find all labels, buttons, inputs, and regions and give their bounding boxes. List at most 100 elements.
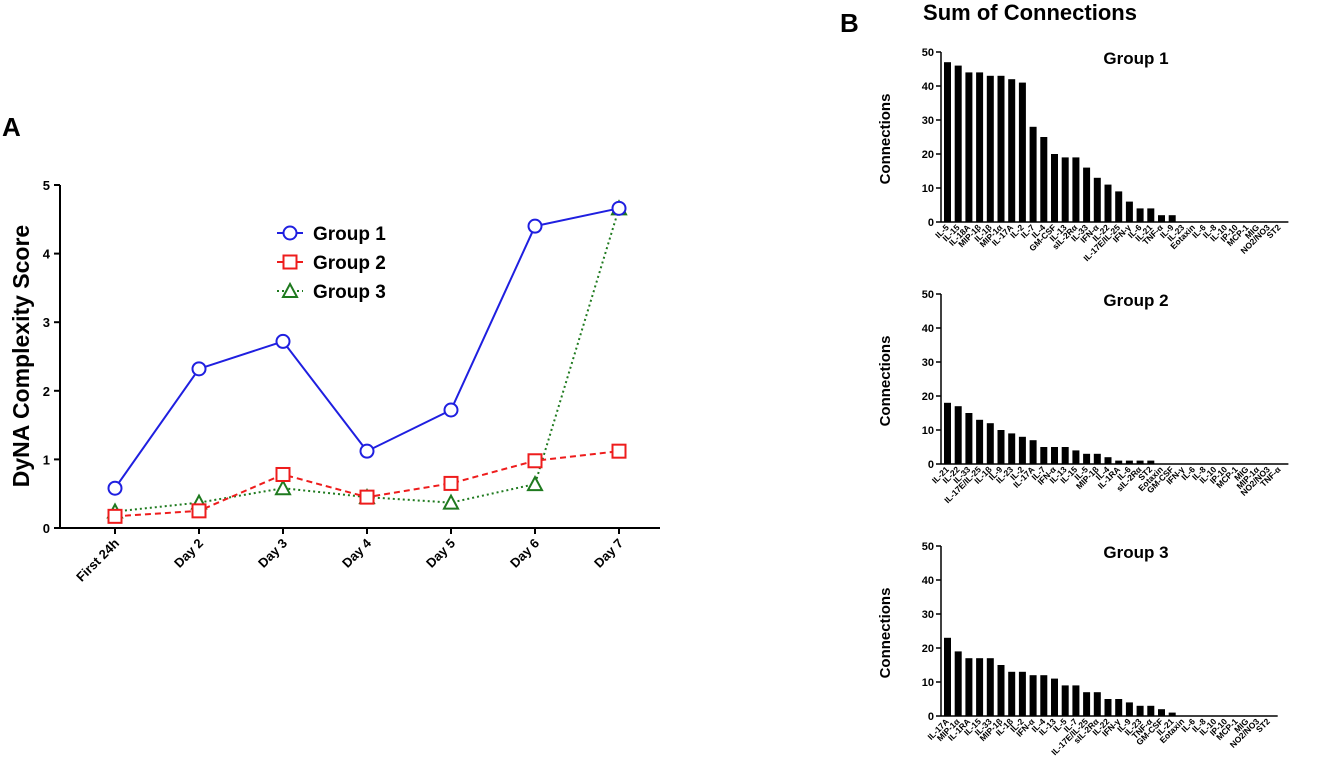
bar — [1083, 692, 1091, 716]
bar — [1115, 191, 1123, 222]
bar — [1168, 215, 1176, 222]
y-tick-label: 50 — [922, 47, 934, 59]
series-group-3 — [106, 199, 628, 519]
bar-chart-title: Group 3 — [1103, 543, 1168, 562]
bar — [954, 406, 962, 464]
y-tick-label: 40 — [922, 575, 934, 587]
data-point-circle — [359, 443, 375, 459]
bar — [1125, 201, 1133, 222]
y-tick-label: 5 — [43, 178, 50, 193]
x-tick-label: Day 4 — [339, 535, 375, 571]
bar — [1093, 453, 1101, 464]
y-tick-label: 50 — [922, 541, 934, 553]
bar — [965, 72, 973, 223]
data-point-square — [611, 443, 627, 459]
bar-y-axis-title: Connections — [877, 588, 894, 679]
series-line — [114, 450, 620, 518]
bar-chart-group-3: Group 3Connections01020304050IL-17AMIP-1… — [877, 541, 1278, 757]
bar — [1072, 685, 1080, 716]
bar — [1093, 692, 1101, 716]
data-point-triangle — [442, 493, 460, 510]
data-point-square — [191, 503, 207, 519]
panel-a-label: A — [2, 112, 21, 142]
bar — [1029, 126, 1037, 222]
bar — [976, 658, 984, 716]
bar — [1136, 705, 1144, 716]
bar — [1093, 177, 1101, 222]
y-tick-label: 10 — [922, 183, 934, 195]
bar — [1051, 678, 1058, 716]
bar — [986, 658, 994, 716]
bar-chart-title: Group 1 — [1103, 49, 1168, 68]
bar — [1072, 450, 1080, 464]
data-point-triangle — [281, 281, 299, 298]
data-point-circle — [191, 361, 207, 377]
bar — [1083, 167, 1091, 222]
y-tick-label: 30 — [922, 609, 934, 621]
bar — [1125, 460, 1133, 464]
data-point-circle — [282, 225, 298, 241]
data-point-circle — [275, 333, 291, 349]
bar — [1072, 157, 1080, 222]
data-point-triangle — [274, 479, 292, 496]
y-tick-label: 0 — [43, 521, 50, 536]
bar — [1147, 460, 1155, 464]
bar — [1104, 457, 1112, 464]
bar — [1018, 671, 1026, 716]
bar — [997, 75, 1005, 222]
bar — [976, 419, 984, 464]
bar — [1136, 208, 1144, 222]
data-point-circle — [611, 200, 627, 216]
data-point-square — [443, 475, 459, 491]
bar — [997, 430, 1005, 464]
y-tick-label: 40 — [922, 81, 934, 93]
legend-label: Group 1 — [313, 224, 386, 245]
bar — [1104, 699, 1112, 716]
bar — [1061, 157, 1069, 222]
bar — [1008, 433, 1016, 464]
line-legend: Group 1 Group 2 Group 3 — [277, 224, 386, 303]
series-group-2 — [107, 443, 627, 524]
y-tick-label: 0 — [928, 217, 934, 229]
legend-item: Group 2 — [277, 253, 386, 274]
bar — [1158, 215, 1165, 222]
y-tick-label: 20 — [922, 149, 934, 161]
bar — [976, 72, 984, 223]
bar — [1008, 79, 1016, 222]
bar — [1029, 675, 1037, 716]
legend-item: Group 3 — [277, 281, 386, 303]
line-series-group — [106, 199, 628, 524]
y-tick-label: 20 — [922, 391, 934, 403]
bar-chart-group-2: Group 2Connections01020304050IL-21IL-22I… — [877, 289, 1289, 505]
bar — [1147, 208, 1155, 222]
bar — [1008, 671, 1016, 716]
bar — [1061, 685, 1069, 716]
data-point-square — [527, 453, 543, 469]
bar-y-axis-title: Connections — [877, 94, 894, 185]
y-tick-label: 50 — [922, 289, 934, 301]
y-tick-label: 40 — [922, 323, 934, 335]
bar — [1061, 447, 1069, 464]
bar — [986, 75, 994, 222]
series-group-1 — [107, 200, 627, 496]
x-tick-label: Day 3 — [255, 536, 290, 571]
panel-b-title: Sum of Connections — [923, 0, 1137, 25]
y-tick-label: 2 — [43, 384, 50, 399]
line-chart: DyNA Complexity Score 0 1 2 3 4 5 First 24h Day… — [8, 178, 660, 584]
data-point-circle — [527, 218, 543, 234]
bar — [1168, 712, 1176, 716]
bar — [1029, 440, 1037, 464]
y-tick-label: 0 — [928, 711, 934, 723]
x-tick-label: Day 5 — [423, 536, 458, 571]
x-tick-label: Day 7 — [591, 536, 626, 571]
y-tick-label: 3 — [43, 315, 50, 330]
bar — [944, 402, 951, 464]
data-point-triangle — [526, 474, 544, 492]
data-point-square — [359, 489, 375, 505]
bar — [997, 665, 1005, 716]
bar — [954, 65, 962, 222]
data-point-square — [107, 508, 123, 524]
panel-b-label: B — [840, 8, 859, 38]
y-tick-label: 30 — [922, 357, 934, 369]
